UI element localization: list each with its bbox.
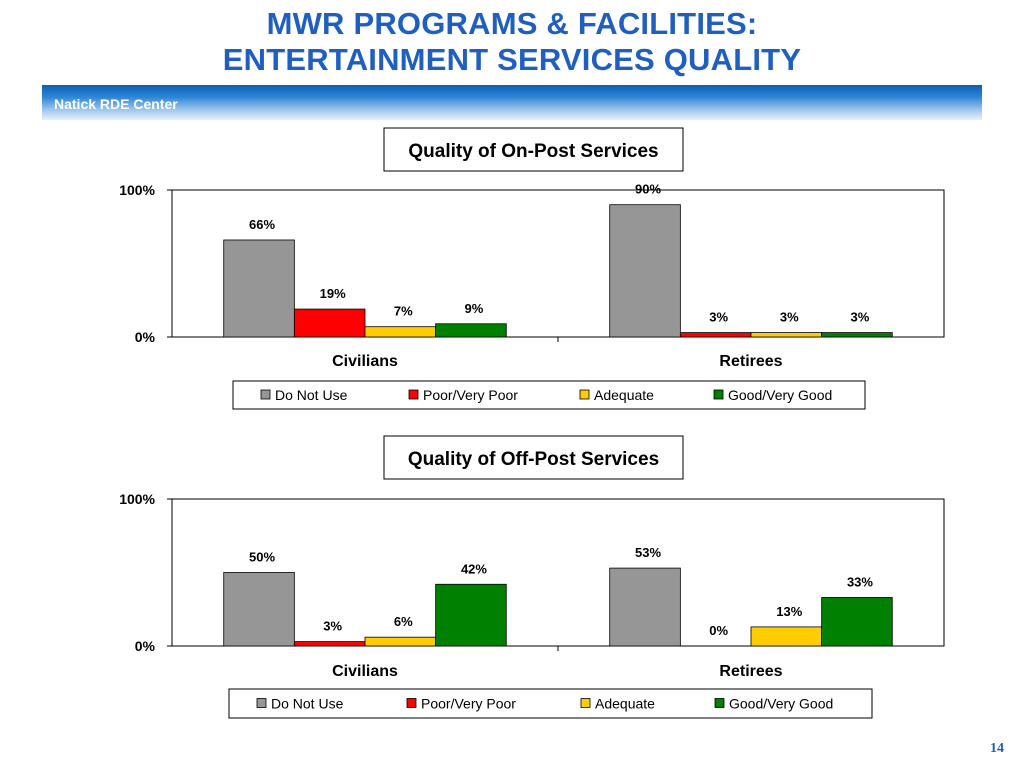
legend: Do Not Use Poor/Very Poor Adequate Good/Ver… xyxy=(228,688,873,719)
data-label: 9% xyxy=(465,301,484,316)
chart-2: Quality of Off-Post Services 100% 0% Civili… xyxy=(119,435,945,719)
data-label: 90% xyxy=(635,182,661,197)
data-label: 53% xyxy=(635,545,661,560)
legend-swatch xyxy=(714,698,725,708)
legend-swatch xyxy=(580,698,591,708)
legend-label: Do Not Use xyxy=(275,387,348,403)
plot-area xyxy=(171,498,945,647)
bar-good-very-good-civilians xyxy=(435,583,507,647)
bar-do-not-use-civilians xyxy=(223,572,295,647)
y-tick-label: 100% xyxy=(119,491,155,507)
category-label: Civilians xyxy=(332,353,398,370)
bar-adequate-retirees xyxy=(750,626,823,647)
data-label: 19% xyxy=(320,286,346,301)
banner-text: Natick RDE Center xyxy=(54,96,178,112)
data-label: 3% xyxy=(709,310,728,325)
legend-label: Adequate xyxy=(595,696,655,712)
legend-swatch xyxy=(408,389,419,400)
legend-label: Do Not Use xyxy=(271,696,344,712)
data-label: 13% xyxy=(776,604,802,619)
legend-box xyxy=(228,688,873,719)
bar-do-not-use-retirees xyxy=(609,567,681,647)
slide-title-line-2: ENTERTAINMENT SERVICES QUALITY xyxy=(222,42,802,77)
legend-swatch xyxy=(579,389,590,400)
chart-title-box xyxy=(383,435,684,480)
category-label: Civilians xyxy=(332,663,398,680)
bar-good-very-good-retirees xyxy=(821,332,893,338)
data-label: 50% xyxy=(249,550,275,565)
data-label: 33% xyxy=(847,574,873,589)
header-banner: Natick RDE Center xyxy=(42,85,982,120)
y-tick-label: 100% xyxy=(119,182,155,198)
data-label: 6% xyxy=(394,614,413,629)
data-label: 3% xyxy=(851,310,870,325)
data-label: 7% xyxy=(394,304,413,319)
category-label: Retirees xyxy=(719,353,782,370)
legend-swatch xyxy=(256,698,267,708)
category-label: Retirees xyxy=(719,663,782,680)
bar-adequate-retirees xyxy=(750,332,823,338)
legend-swatch xyxy=(406,698,417,708)
legend-label: Poor/Very Poor xyxy=(421,696,516,712)
y-tick-label: 0% xyxy=(135,329,156,345)
bar-poor-very-poor-retirees xyxy=(679,332,752,338)
chart-title: Quality of On-Post Services xyxy=(408,141,658,162)
chart-title: Quality of Off-Post Services xyxy=(408,449,659,470)
legend-label: Adequate xyxy=(594,387,654,403)
data-label: 3% xyxy=(323,619,342,634)
data-label: 3% xyxy=(780,310,799,325)
chart-title-box xyxy=(383,127,684,172)
legend-label: Good/Very Good xyxy=(728,387,832,403)
legend: Do Not Use Poor/Very Poor Adequate Good/Ver… xyxy=(232,380,866,410)
data-label: 0% xyxy=(709,623,728,638)
y-tick-label: 0% xyxy=(135,638,156,654)
slide-title-line-1: MWR PROGRAMS & FACILITIES: xyxy=(266,6,758,41)
bar-do-not-use-retirees xyxy=(609,204,681,338)
data-label: 42% xyxy=(461,561,487,576)
legend-label: Poor/Very Poor xyxy=(423,387,518,403)
bar-poor-very-poor-civilians xyxy=(293,641,366,647)
bar-good-very-good-civilians xyxy=(435,323,507,338)
legend-label: Good/Very Good xyxy=(729,696,833,712)
bar-do-not-use-civilians xyxy=(223,239,295,338)
bar-poor-very-poor-civilians xyxy=(293,308,366,338)
chart-1: Quality of On-Post Services 100% 0% Civilia… xyxy=(119,127,945,410)
bar-adequate-civilians xyxy=(364,326,437,338)
page-number: 14 xyxy=(990,741,1004,756)
legend-swatch xyxy=(713,389,724,400)
legend-swatch xyxy=(260,389,271,400)
data-label: 66% xyxy=(249,217,275,232)
bar-good-very-good-retirees xyxy=(821,597,893,647)
slide-title: MWR PROGRAMS & FACILITIES: ENTERTAINMENT… xyxy=(0,6,1024,78)
bar-adequate-civilians xyxy=(364,636,437,647)
legend-box xyxy=(232,380,866,410)
